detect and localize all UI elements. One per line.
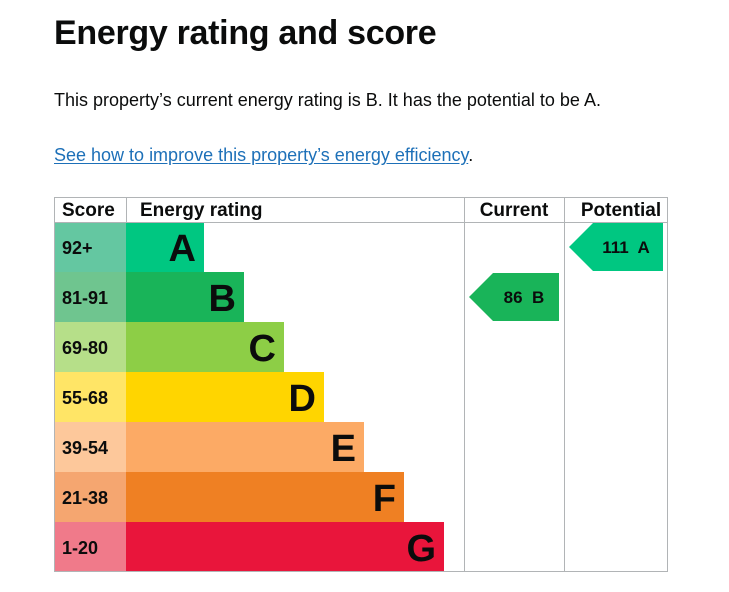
score-cell-f	[54, 472, 126, 522]
score-cell-c	[54, 322, 126, 372]
header-energy-rating: Energy rating	[140, 200, 262, 221]
score-cell-a	[54, 222, 126, 272]
rating-bar-a	[126, 222, 204, 272]
score-cell-e	[54, 422, 126, 472]
current-rating-arrow	[469, 273, 559, 321]
score-range-d: 55-68	[62, 388, 108, 408]
energy-rating-summary: This property’s current energy rating is…	[54, 90, 601, 110]
header-potential: Potential	[581, 200, 661, 221]
current-rating-label: 86 B	[504, 288, 545, 307]
score-cell-g	[54, 522, 126, 572]
rating-letter-e: E	[331, 428, 356, 470]
improve-efficiency-link[interactable]: See how to improve this property’s energ…	[54, 145, 469, 165]
rating-bar-c	[126, 322, 284, 372]
score-range-c: 69-80	[62, 338, 108, 358]
rating-bar-b	[126, 272, 244, 322]
rating-bar-g	[126, 522, 444, 572]
potential-rating-label: 111 A	[602, 238, 650, 257]
score-cell-d	[54, 372, 126, 422]
rating-bar-d	[126, 372, 324, 422]
rating-letter-g: G	[406, 528, 436, 570]
rating-letter-b: B	[209, 278, 236, 320]
rating-bar-f	[126, 472, 404, 522]
rating-letter-d: D	[289, 378, 316, 420]
link-suffix: .	[468, 145, 474, 165]
score-range-a: 92+	[62, 238, 93, 258]
score-range-g: 1-20	[62, 538, 98, 558]
improve-link-line: See how to improve this property’s energ…	[54, 145, 473, 166]
header-score: Score	[62, 200, 115, 221]
score-range-f: 21-38	[62, 488, 108, 508]
page-title: Energy rating and score	[54, 14, 437, 52]
potential-rating-arrow	[569, 223, 663, 271]
rating-letter-f: F	[373, 478, 396, 520]
rating-bar-e	[126, 422, 364, 472]
rating-letter-a: A	[169, 228, 196, 270]
score-range-b: 81-91	[62, 288, 108, 308]
score-cell-b	[54, 272, 126, 322]
score-range-e: 39-54	[62, 438, 108, 458]
header-current: Current	[480, 200, 549, 221]
rating-letter-c: C	[249, 328, 276, 370]
